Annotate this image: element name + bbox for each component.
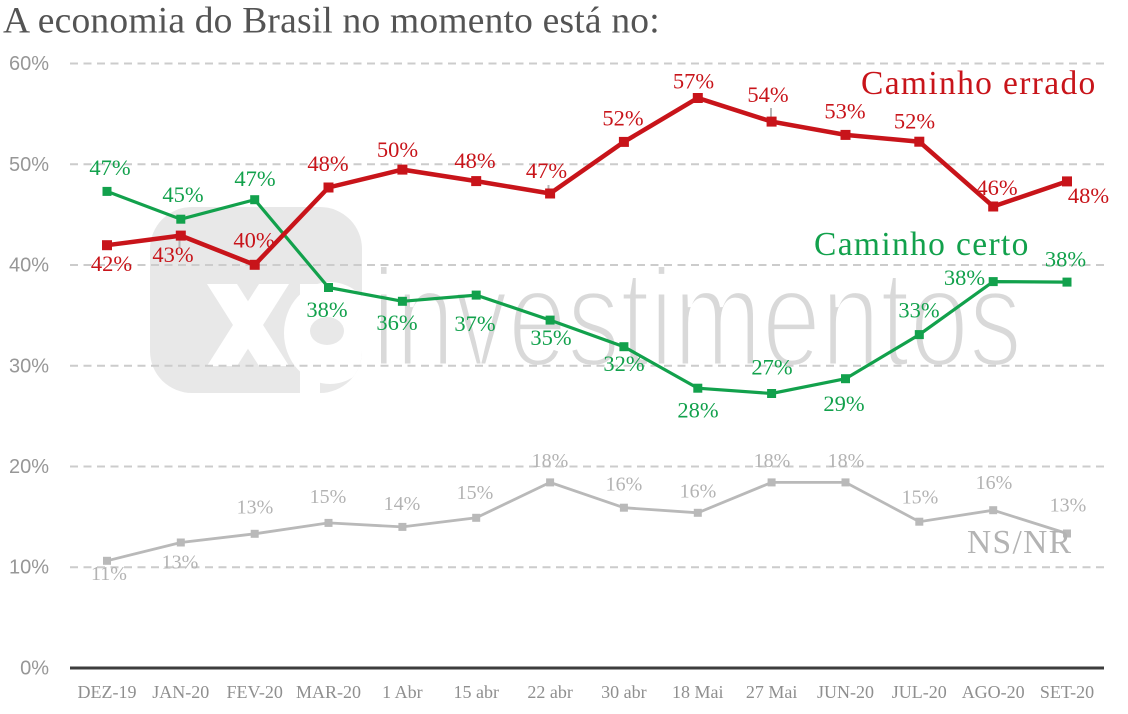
svg-text:JAN-20: JAN-20: [152, 682, 209, 702]
svg-text:37%: 37%: [454, 311, 495, 336]
svg-text:AGO-20: AGO-20: [962, 682, 1025, 702]
svg-text:14%: 14%: [384, 493, 421, 515]
svg-text:38%: 38%: [1045, 247, 1086, 272]
svg-text:1 Abr: 1 Abr: [382, 682, 423, 702]
svg-text:54%: 54%: [747, 82, 788, 107]
svg-text:10%: 10%: [9, 557, 49, 579]
svg-text:13%: 13%: [162, 552, 199, 574]
svg-text:18%: 18%: [828, 450, 865, 472]
svg-text:15%: 15%: [457, 482, 494, 504]
svg-text:15%: 15%: [902, 487, 939, 509]
svg-text:50%: 50%: [9, 154, 49, 176]
svg-text:40%: 40%: [9, 255, 49, 277]
svg-text:16%: 16%: [976, 472, 1013, 494]
svg-text:52%: 52%: [602, 106, 643, 131]
svg-text:11%: 11%: [91, 563, 127, 585]
svg-text:38%: 38%: [944, 265, 985, 290]
svg-text:JUL-20: JUL-20: [892, 682, 947, 702]
svg-text:SET-20: SET-20: [1040, 682, 1094, 702]
svg-text:45%: 45%: [162, 182, 203, 207]
svg-text:42%: 42%: [91, 251, 132, 276]
svg-text:53%: 53%: [824, 99, 865, 124]
svg-text:27 Mai: 27 Mai: [746, 682, 798, 702]
svg-text:30 abr: 30 abr: [601, 682, 646, 702]
svg-text:40%: 40%: [233, 228, 274, 253]
svg-text:18%: 18%: [754, 450, 791, 472]
svg-text:43%: 43%: [152, 242, 193, 267]
svg-text:36%: 36%: [376, 310, 417, 335]
svg-text:0%: 0%: [20, 658, 49, 680]
svg-text:A economia do Brasil no moment: A economia do Brasil no momento está no:: [3, 1, 660, 42]
svg-text:15 abr: 15 abr: [453, 682, 498, 702]
svg-text:18%: 18%: [532, 450, 569, 472]
svg-text:DEZ-19: DEZ-19: [78, 682, 137, 702]
svg-text:27%: 27%: [751, 355, 792, 380]
svg-text:Caminho errado: Caminho errado: [861, 65, 1097, 102]
svg-text:32%: 32%: [603, 351, 644, 376]
svg-text:46%: 46%: [976, 175, 1017, 200]
svg-text:30%: 30%: [9, 355, 49, 377]
svg-text:48%: 48%: [454, 148, 495, 173]
svg-text:47%: 47%: [526, 158, 567, 183]
svg-text:28%: 28%: [677, 398, 718, 423]
svg-text:JUN-20: JUN-20: [817, 682, 874, 702]
svg-text:FEV-20: FEV-20: [227, 682, 283, 702]
svg-text:47%: 47%: [89, 155, 130, 180]
svg-text:16%: 16%: [680, 481, 717, 503]
svg-text:35%: 35%: [530, 325, 571, 350]
svg-text:20%: 20%: [9, 456, 49, 478]
svg-text:60%: 60%: [9, 53, 49, 75]
svg-text:13%: 13%: [237, 497, 274, 519]
svg-text:Caminho certo: Caminho certo: [814, 226, 1030, 263]
svg-text:NS/NR: NS/NR: [967, 524, 1072, 561]
svg-text:18 Mai: 18 Mai: [672, 682, 724, 702]
svg-text:29%: 29%: [823, 391, 864, 416]
svg-text:22 abr: 22 abr: [527, 682, 572, 702]
svg-text:MAR-20: MAR-20: [296, 682, 361, 702]
svg-text:16%: 16%: [606, 474, 643, 496]
svg-text:33%: 33%: [898, 298, 939, 323]
svg-text:50%: 50%: [377, 137, 418, 162]
svg-text:15%: 15%: [310, 486, 347, 508]
svg-text:47%: 47%: [234, 166, 275, 191]
svg-text:38%: 38%: [306, 297, 347, 322]
svg-text:57%: 57%: [673, 69, 714, 94]
svg-text:48%: 48%: [1068, 183, 1109, 208]
svg-text:13%: 13%: [1050, 495, 1087, 517]
svg-text:52%: 52%: [894, 109, 935, 134]
svg-text:48%: 48%: [307, 151, 348, 176]
